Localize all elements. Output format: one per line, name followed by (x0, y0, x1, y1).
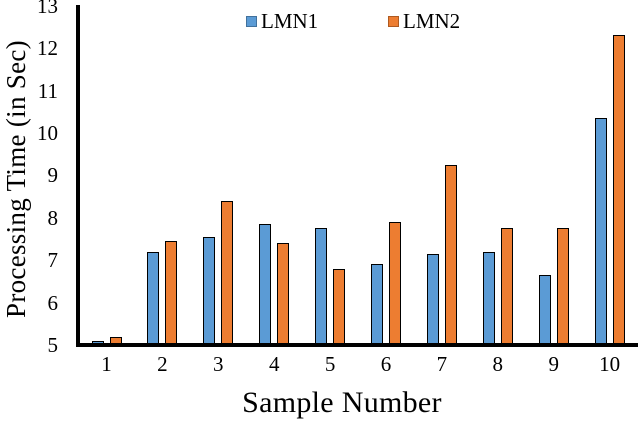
y-tick-label: 5 (47, 333, 59, 357)
lmn1-legend-swatch-icon (246, 16, 257, 27)
x-tick-label: 1 (101, 352, 112, 376)
x-tick-label: 6 (380, 352, 392, 376)
bar-lmn2-sample-4 (277, 243, 290, 345)
legend-label-lmn2: LMN2 (403, 9, 461, 33)
x-tick-label: 7 (436, 352, 448, 376)
x-tick-label: 8 (492, 352, 504, 376)
y-tick-label: 6 (47, 290, 59, 315)
bar-lmn2-sample-7 (444, 164, 457, 345)
bar-lmn2-sample-8 (500, 228, 513, 345)
bar-lmn2-sample-5 (333, 268, 346, 345)
x-tick-label: 2 (157, 352, 168, 376)
bar-lmn1-sample-9 (538, 275, 551, 345)
bar-lmn1-sample-7 (426, 253, 439, 345)
x-axis-line (76, 343, 638, 347)
y-tick-label: 8 (47, 205, 59, 230)
bar-lmn1-sample-5 (315, 228, 328, 345)
bar-lmn1-sample-4 (259, 224, 272, 345)
y-tick-label: 10 (37, 121, 58, 145)
y-axis-line (76, 5, 80, 347)
x-tick-label: 5 (324, 352, 336, 376)
x-tick-label: 3 (213, 352, 224, 376)
bar-lmn1-sample-8 (482, 251, 495, 345)
bar-lmn1-sample-3 (203, 236, 216, 345)
x-axis-title: Sample Number (242, 386, 442, 419)
bar-lmn2-sample-2 (165, 241, 178, 345)
bar-lmn1-sample-10 (594, 118, 607, 345)
bar-lmn2-sample-9 (556, 228, 569, 345)
y-tick-label: 11 (37, 78, 58, 103)
legend-entry-lmn2: LMN2 (388, 9, 460, 34)
x-tick-label: 4 (268, 352, 280, 376)
x-tick-label: 9 (548, 352, 559, 376)
bar-lmn2-sample-10 (612, 35, 625, 345)
bar-lmn1-sample-6 (371, 264, 383, 345)
x-tick-label: 10 (599, 352, 621, 376)
y-tick-label: 7 (47, 248, 59, 273)
bar-lmn2-sample-3 (221, 200, 234, 345)
bar-lmn1-sample-2 (147, 251, 160, 345)
legend-entry-lmn1: LMN1 (246, 9, 318, 34)
lmn2-legend-swatch-icon (388, 16, 399, 27)
legend-label-lmn1: LMN1 (261, 9, 319, 33)
y-tick-label: 12 (37, 36, 58, 61)
y-tick-label: 9 (47, 163, 59, 188)
y-tick-label: 13 (37, 0, 58, 18)
bar-lmn2-sample-6 (389, 222, 401, 345)
